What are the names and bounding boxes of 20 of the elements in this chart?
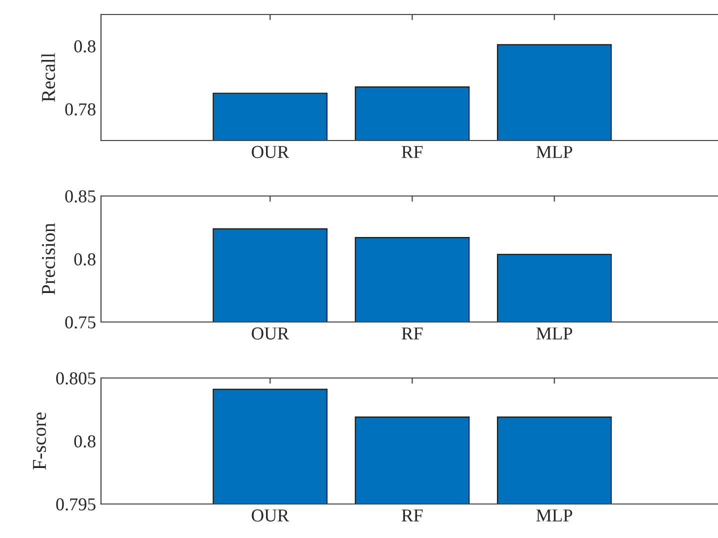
y-tick-label: 0.8 (74, 40, 96, 53)
x-tick-label: RF (402, 146, 423, 158)
x-tick-label: RF (402, 328, 423, 340)
y-tick-label: 0.85 (65, 190, 96, 203)
x-tick-label: OUR (252, 146, 290, 158)
y-tick-label: 0.75 (65, 316, 96, 329)
x-tick-label: MLP (536, 510, 572, 522)
y-axis-title: Precision (42, 223, 56, 295)
x-tick-label: MLP (536, 328, 572, 340)
y-tick-label: 0.78 (65, 103, 96, 116)
y-axis-title: Recall (41, 53, 56, 102)
y-tick-label: 0.8 (74, 435, 96, 448)
y-tick-label: 0.805 (56, 372, 96, 385)
x-tick-label: MLP (536, 146, 572, 158)
x-tick-label: RF (402, 510, 423, 522)
y-tick-label: 0.795 (56, 498, 96, 511)
y-axis-title: F-score (33, 412, 46, 470)
y-tick-label: 0.8 (74, 253, 96, 266)
x-tick-label: OUR (252, 509, 290, 522)
x-tick-label: OUR (252, 327, 290, 340)
